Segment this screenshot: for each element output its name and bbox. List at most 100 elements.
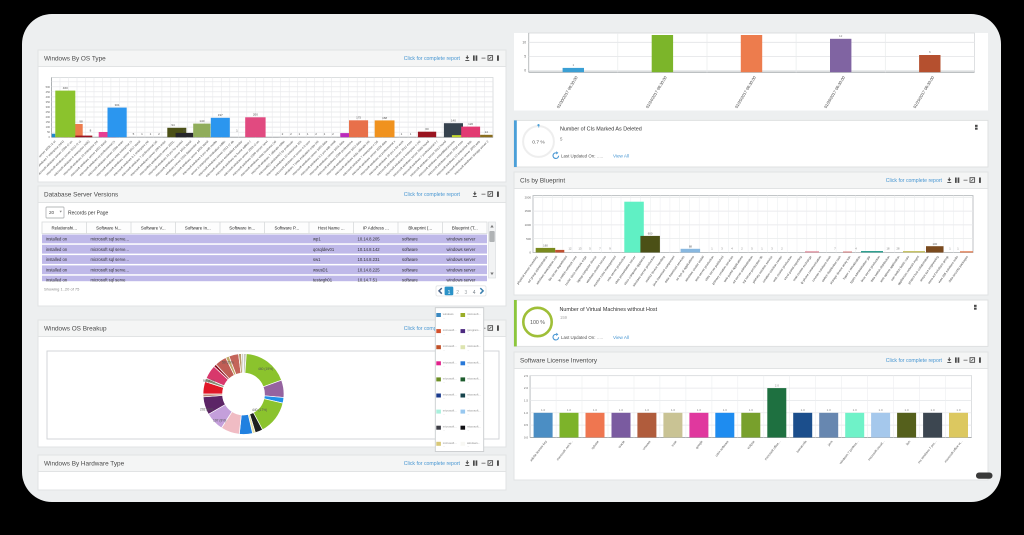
svg-text:microsoft...: microsoft...: [467, 409, 481, 413]
svg-text:100: 100: [46, 125, 51, 129]
svg-text:2.0: 2.0: [524, 386, 529, 390]
svg-text:0: 0: [49, 135, 51, 139]
svg-text:View All: View All: [613, 154, 629, 159]
svg-text:60: 60: [425, 127, 429, 131]
svg-text:Click for complete report: Click for complete report: [404, 56, 461, 62]
svg-text:3: 3: [771, 247, 773, 251]
svg-text:1.0: 1.0: [723, 408, 728, 412]
svg-text:0.7 %: 0.7 %: [532, 139, 545, 145]
svg-text:Software In...: Software In...: [229, 226, 255, 231]
svg-text:Showing 1..20 of 75: Showing 1..20 of 75: [44, 287, 80, 292]
svg-text:sw1: sw1: [313, 257, 321, 262]
svg-text:vmware: vmware: [642, 439, 652, 450]
svg-text:28: 28: [897, 247, 900, 251]
svg-text:...: ...: [467, 315, 470, 319]
svg-text:1.0: 1.0: [853, 408, 858, 412]
svg-text:5: 5: [133, 132, 135, 136]
svg-text:eclipse: eclipse: [746, 439, 755, 449]
svg-text:0.5: 0.5: [524, 423, 529, 427]
svg-text:2: 2: [332, 132, 334, 136]
svg-text:Click for complete report: Click for complete report: [404, 326, 461, 332]
svg-text:CIs by Blueprint: CIs by Blueprint: [520, 178, 565, 185]
svg-text:microsoft...: microsoft...: [467, 376, 481, 380]
svg-text:450: 450: [46, 90, 51, 94]
svg-text:2.5: 2.5: [524, 374, 529, 378]
svg-text:.....: .....: [597, 154, 603, 159]
svg-text:wp1: wp1: [313, 237, 321, 242]
svg-text:software: software: [402, 267, 418, 272]
svg-text:Software N...: Software N...: [96, 226, 121, 231]
svg-text:10.14.8.225: 10.14.8.225: [358, 267, 381, 272]
svg-text:...: ...: [467, 428, 470, 432]
svg-text:Database Server Versions: Database Server Versions: [44, 192, 118, 199]
svg-text:Windows OS Breakup: Windows OS Breakup: [44, 326, 107, 333]
svg-text:98: 98: [79, 119, 83, 123]
svg-text:12: 12: [569, 247, 572, 251]
svg-text:1: 1: [236, 129, 238, 133]
svg-text:ibm: ibm: [905, 439, 912, 446]
svg-text:600: 600: [648, 232, 653, 236]
svg-text:94: 94: [171, 123, 175, 127]
svg-text:1: 1: [141, 132, 143, 136]
svg-text:installed on: installed on: [46, 267, 68, 272]
svg-text:...: ...: [467, 396, 470, 400]
svg-text:Windows By Hardware Type: Windows By Hardware Type: [44, 461, 125, 468]
svg-text:1.0: 1.0: [905, 408, 910, 412]
svg-text:Software License Inventory: Software License Inventory: [520, 358, 598, 365]
svg-text:50: 50: [183, 128, 187, 132]
svg-text:microsoft...: microsoft...: [443, 360, 457, 364]
svg-text:testwgh01: testwgh01: [313, 278, 333, 283]
svg-text:10: 10: [522, 41, 526, 45]
svg-text:9: 9: [609, 247, 611, 251]
svg-text:Number of CIs Marked As Delete: Number of CIs Marked As Deleted: [560, 127, 642, 133]
svg-text:5: 5: [524, 55, 526, 59]
svg-text:...: ...: [443, 315, 446, 319]
svg-text:microsoft...: microsoft...: [443, 425, 457, 429]
svg-text:microsoft...: microsoft...: [443, 409, 457, 413]
svg-text:microsoft...: microsoft...: [467, 344, 481, 348]
svg-text:1.5: 1.5: [524, 399, 529, 403]
svg-text:...: ...: [467, 412, 470, 416]
svg-text:4: 4: [473, 290, 476, 296]
svg-text:Host Name ...: Host Name ...: [318, 226, 345, 231]
svg-text:...: ...: [443, 412, 446, 416]
svg-text:windows server: windows server: [447, 237, 476, 242]
svg-text:100 %: 100 %: [530, 320, 545, 326]
svg-text:460: 460: [63, 86, 68, 90]
svg-text:Software V...: Software V...: [141, 226, 166, 231]
svg-text:50 (2%): 50 (2%): [222, 361, 234, 365]
svg-text:301: 301: [115, 103, 120, 107]
svg-text:...: ...: [467, 364, 470, 368]
svg-text:8: 8: [90, 129, 92, 133]
svg-text:Last Updated On:: Last Updated On:: [561, 335, 595, 340]
svg-text:sybase: sybase: [590, 439, 600, 450]
svg-text:1: 1: [410, 132, 412, 136]
svg-text:microsoft sql serve...: microsoft sql serve...: [91, 247, 129, 252]
svg-text:microsoft...: microsoft...: [467, 425, 481, 429]
svg-text:software: software: [402, 278, 418, 283]
svg-text:10.14.8.142: 10.14.8.142: [358, 247, 381, 252]
svg-text:(program...: (program...: [467, 328, 481, 332]
svg-text:...: ...: [443, 444, 446, 448]
svg-text:5: 5: [589, 247, 591, 251]
svg-text:Relationshi...: Relationshi...: [52, 226, 77, 231]
svg-text:140: 140: [451, 119, 456, 123]
svg-text:300: 300: [46, 105, 51, 109]
svg-text:1: 1: [572, 63, 574, 67]
svg-text:microsoft...: microsoft...: [443, 441, 457, 445]
svg-text:microsoft...: microsoft...: [443, 328, 457, 332]
svg-text:Click for complete report: Click for complete report: [404, 192, 461, 198]
svg-text:oracle: oracle: [617, 439, 626, 448]
svg-text:0: 0: [524, 69, 526, 73]
svg-text:...: ...: [467, 348, 470, 352]
svg-text:...: ...: [443, 332, 446, 336]
svg-text:1: 1: [150, 132, 152, 136]
svg-text:500: 500: [46, 85, 51, 89]
svg-text:...: ...: [443, 348, 446, 352]
svg-text:4: 4: [731, 247, 733, 251]
svg-text:10.14.7.51: 10.14.7.51: [358, 278, 378, 283]
svg-text:1.0: 1.0: [801, 408, 806, 412]
svg-text:microsoft...: microsoft...: [443, 376, 457, 380]
svg-text:18: 18: [887, 247, 890, 251]
svg-text:microsoft sql serve: microsoft sql serve: [91, 278, 127, 283]
